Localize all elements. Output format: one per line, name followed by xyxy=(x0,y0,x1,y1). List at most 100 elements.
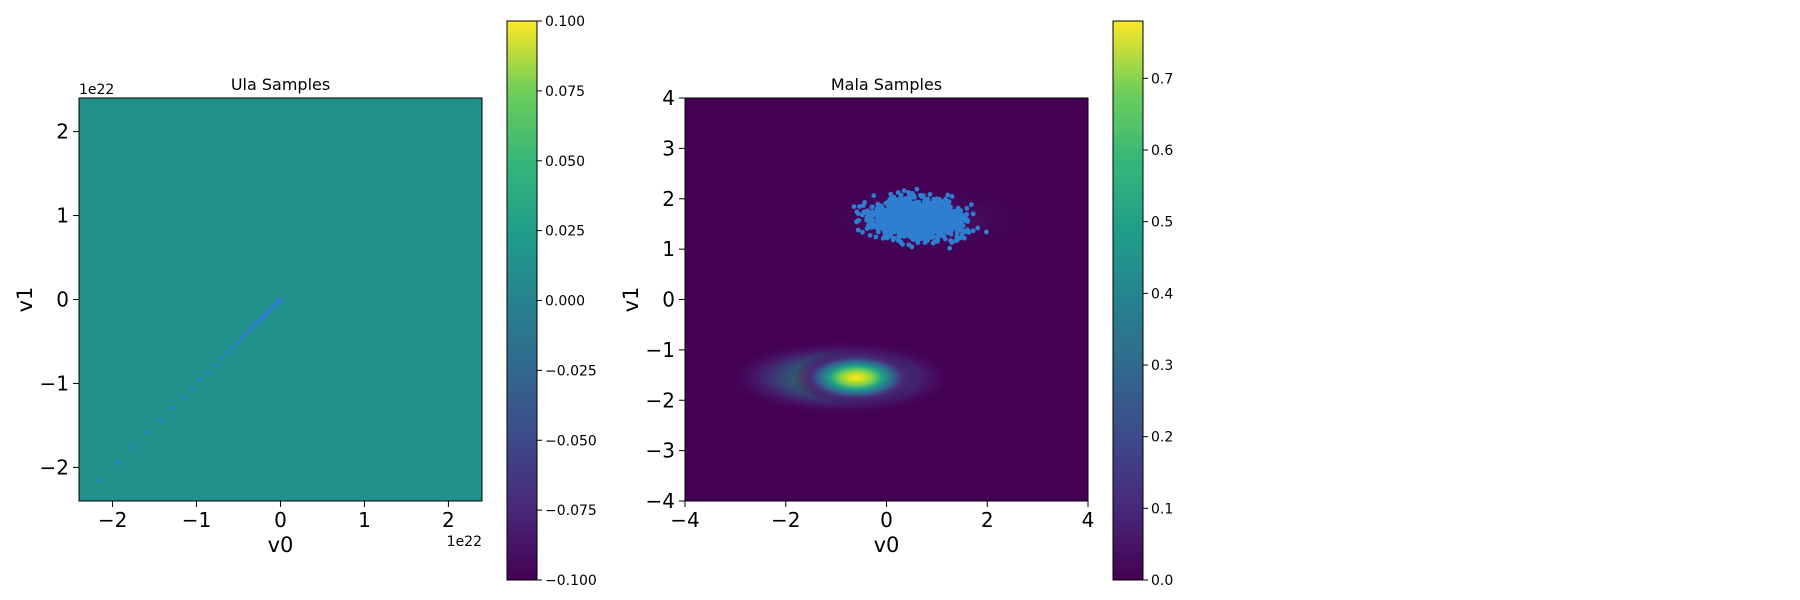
ula-colorbar-tick-label: 0.100 xyxy=(545,14,585,30)
mala-y-tick-label: 4 xyxy=(662,86,675,110)
ula-sample-point xyxy=(206,369,211,374)
mala-sample-point xyxy=(899,233,905,239)
mala-sample-point xyxy=(894,197,900,203)
mala-sample-point xyxy=(918,219,923,225)
mala-sample-point xyxy=(943,206,948,212)
mala-sample-point xyxy=(904,229,910,235)
mala-sample-point xyxy=(970,211,976,217)
ula-sample-point xyxy=(230,345,235,350)
mala-sample-point xyxy=(941,202,946,207)
ula-x-tick-label: 2 xyxy=(442,508,455,532)
mala-sample-point xyxy=(873,234,879,240)
mala-y-tick-label: −1 xyxy=(646,338,675,362)
mala-sample-point xyxy=(912,233,917,239)
mala-sample-point xyxy=(906,242,912,248)
mala-sample-point xyxy=(904,224,909,230)
ula-colorbar-tick-label: 0.075 xyxy=(545,84,585,100)
mala-sample-point xyxy=(937,219,942,225)
mala-density-mode xyxy=(793,349,920,406)
ula-colorbar-tick-label: 0.050 xyxy=(545,154,585,170)
ula-sample-point xyxy=(145,429,151,435)
mala-sample-point xyxy=(926,200,932,206)
mala-colorbar-ticks: 0.0 0.1 0.2 0.3 0.4 0.5 0.6 0.7 xyxy=(1143,71,1173,589)
ula-sample-point xyxy=(219,356,224,361)
mala-sample-point xyxy=(937,213,943,219)
mala-sample-point xyxy=(899,203,905,209)
mala-sample-point xyxy=(922,204,928,210)
mala-x-tick-label: −4 xyxy=(670,508,699,532)
mala-sample-point xyxy=(855,227,861,233)
mala-y-tick-label: 1 xyxy=(662,237,675,261)
ula-sample-point xyxy=(250,325,255,330)
mala-sample-point xyxy=(889,197,894,203)
mala-colorbar-tick-label: 0.3 xyxy=(1151,358,1173,374)
mala-y-tick-label: −4 xyxy=(646,489,675,513)
mala-sample-point xyxy=(896,218,902,224)
mala-sample-point xyxy=(915,240,921,246)
mala-sample-point xyxy=(951,217,957,223)
ula-sample-point xyxy=(278,297,283,302)
mala-sample-point xyxy=(866,212,872,217)
ula-title: Ula Samples xyxy=(231,75,330,94)
ula-sample-point xyxy=(225,350,230,355)
mala-x-tick-label: 4 xyxy=(1082,508,1095,532)
mala-sample-point xyxy=(861,209,867,215)
mala-sample-point xyxy=(851,204,857,210)
ula-x-tick-label: −2 xyxy=(98,508,127,532)
mala-sample-point xyxy=(946,203,952,209)
ula-sample-point xyxy=(212,362,218,368)
mala-x-tick-label: 0 xyxy=(880,508,893,532)
mala-x-axis-label: v0 xyxy=(874,533,900,557)
mala-sample-point xyxy=(892,229,898,235)
mala-sample-point xyxy=(855,211,861,216)
ula-colorbar-tick-label: −0.075 xyxy=(545,503,597,519)
mala-colorbar-tick-label: 0.0 xyxy=(1151,573,1173,589)
mala-colorbar-tick-label: 0.7 xyxy=(1151,71,1173,87)
mala-sample-point xyxy=(961,235,967,241)
mala-sample-point xyxy=(870,222,876,228)
mala-sample-point xyxy=(917,192,923,198)
mala-sample-point xyxy=(915,235,921,241)
mala-sample-point xyxy=(880,207,886,213)
mala-sample-point xyxy=(968,202,974,207)
ula-sample-point xyxy=(239,335,245,341)
mala-sample-point xyxy=(876,216,882,222)
mala-sample-point xyxy=(983,229,989,235)
mala-colorbar-tick-label: 0.2 xyxy=(1151,430,1173,446)
mala-sample-point xyxy=(927,208,933,214)
mala-sample-point xyxy=(962,229,968,235)
mala-sample-point xyxy=(958,208,963,214)
mala-sample-point xyxy=(897,229,902,235)
ula-y-tick-label: 0 xyxy=(56,288,69,312)
ula-y-tick-label: −2 xyxy=(40,455,69,479)
mala-sample-point xyxy=(883,213,889,219)
ula-colorbar-tick-label: −0.100 xyxy=(545,573,597,589)
ula-colorbar-tick-label: 0.000 xyxy=(545,294,585,310)
mala-y-tick-label: −3 xyxy=(646,439,675,463)
mala-sample-point xyxy=(898,192,904,198)
mala-x-ticks: −4 −2 0 2 4 xyxy=(670,501,1094,532)
mala-sample-point xyxy=(922,240,928,245)
mala-colorbar-gradient xyxy=(1112,20,1144,581)
mala-sample-point xyxy=(975,225,981,231)
ula-y-offset-text: 1e22 xyxy=(79,82,114,98)
ula-sample-point xyxy=(180,394,186,400)
mala-sample-point xyxy=(907,203,913,209)
mala-colorbar-tick-label: 0.6 xyxy=(1151,143,1173,159)
mala-sample-point xyxy=(901,188,907,194)
ula-colorbar-tick-label: 0.025 xyxy=(545,224,585,240)
mala-sample-point xyxy=(964,212,969,218)
mala-sample-point xyxy=(946,223,952,229)
mala-sample-point xyxy=(946,218,952,223)
mala-sample-point xyxy=(930,240,936,246)
ula-sample-point xyxy=(158,417,163,422)
mala-sample-point xyxy=(899,207,905,213)
mala-x-tick-label: 2 xyxy=(981,508,994,532)
mala-sample-point xyxy=(917,223,923,229)
mala-sample-point xyxy=(948,238,954,243)
ula-y-tick-label: −1 xyxy=(40,371,69,395)
ula-sample-point xyxy=(115,460,120,465)
mala-sample-point xyxy=(925,236,931,241)
ula-sample-point xyxy=(169,405,175,411)
